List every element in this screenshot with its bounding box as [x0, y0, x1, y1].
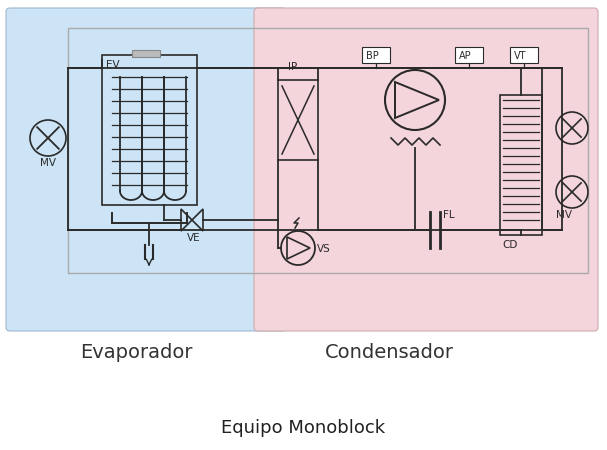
FancyBboxPatch shape [254, 8, 598, 331]
Bar [278, 80, 318, 160]
Text: AP: AP [459, 51, 472, 61]
Bar [132, 50, 160, 57]
Text: EV: EV [106, 60, 120, 70]
Text: VT: VT [514, 51, 526, 61]
Bar [68, 28, 588, 273]
Bar [510, 47, 538, 63]
Text: VS: VS [317, 244, 331, 254]
FancyBboxPatch shape [6, 8, 286, 331]
Text: Condensador: Condensador [325, 343, 454, 362]
Text: Evaporador: Evaporador [80, 343, 192, 362]
Text: BP: BP [366, 51, 379, 61]
Text: Equipo Monoblock: Equipo Monoblock [222, 419, 385, 437]
Text: VE: VE [187, 233, 201, 243]
Text: IP: IP [288, 62, 297, 72]
Text: FL: FL [443, 210, 455, 220]
Bar [102, 55, 197, 205]
Bar [455, 47, 483, 63]
Bar [362, 47, 390, 63]
Bar [500, 95, 542, 235]
Text: MV: MV [556, 210, 572, 220]
Text: MV: MV [40, 158, 56, 168]
Text: CD: CD [502, 240, 517, 250]
